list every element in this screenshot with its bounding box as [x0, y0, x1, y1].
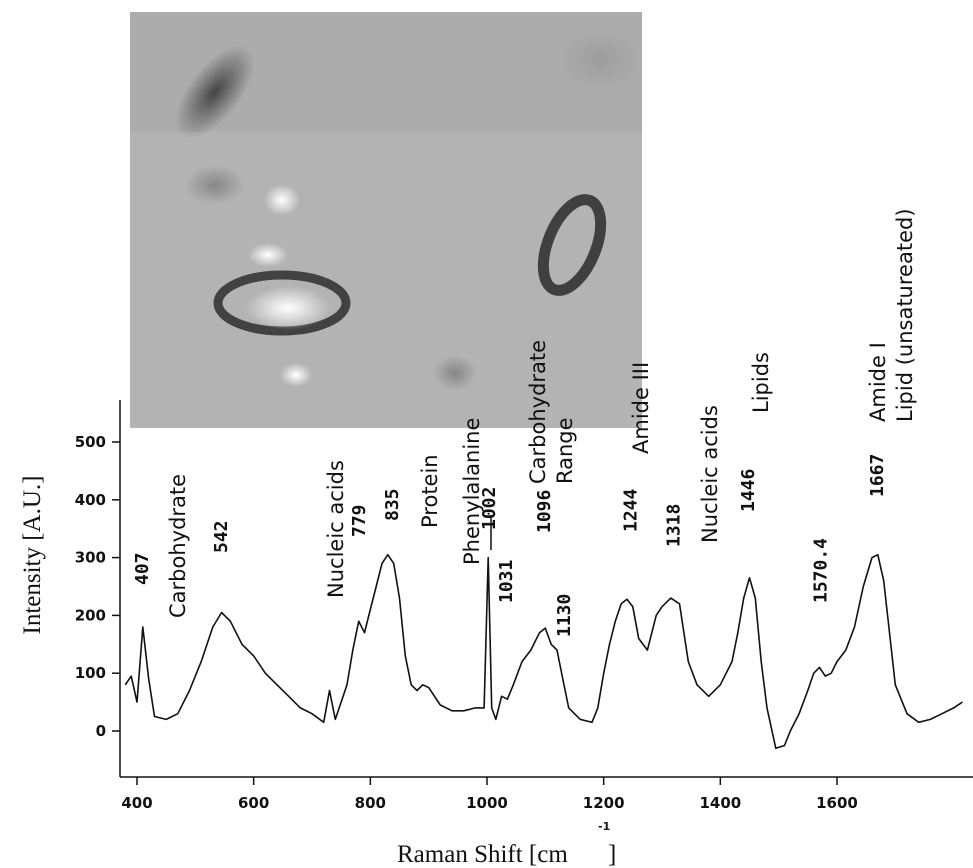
microscopy-inset-image: [130, 12, 642, 428]
peak-label-779: 779: [349, 504, 370, 537]
y-axis-label: Intensity [A.U.]: [19, 476, 46, 635]
x-tick-label: 1400: [699, 794, 741, 812]
annotation-nucleic-acids-2: Nucleic acids: [698, 405, 722, 543]
peak-label-1130: 1130: [554, 594, 575, 637]
annotations: Carbohydrate Nucleic acids Protein Pheny…: [166, 208, 917, 618]
x-tick-label: 600: [238, 794, 269, 812]
peak-label-1446: 1446: [738, 469, 759, 512]
annotation-amide-iii: Amide III: [629, 362, 653, 454]
x-tick-label: 400: [121, 794, 152, 812]
peak-labels: 407 542 779 835 1002 1031 1096 1130 1244 1318 1446…: [132, 454, 888, 637]
x-tick-label: 800: [355, 794, 386, 812]
peak-label-1667: 1667: [867, 454, 888, 497]
y-tick-label: 500: [75, 433, 106, 451]
peak-label-1031: 1031: [496, 560, 517, 603]
x-axis-label-superscript: -1: [598, 820, 610, 833]
peak-label-1318: 1318: [664, 504, 685, 547]
x-tick-label: 1600: [816, 794, 858, 812]
annotation-protein: Protein: [418, 454, 442, 528]
annotation-lipid-unsaturated: Lipid (unsatureated): [893, 208, 917, 422]
peak-label-1002: 1002: [479, 487, 500, 530]
y-tick-label: 100: [75, 664, 106, 682]
spectrum-line: [124, 553, 963, 750]
x-tick-label: 1200: [583, 794, 625, 812]
annotation-carbohydrate-1: Carbohydrate: [166, 474, 190, 618]
peak-label-1570-4: 1570.4: [811, 538, 832, 603]
x-tick-label: 1000: [466, 794, 508, 812]
annotation-nucleic-acids-1: Nucleic acids: [324, 460, 348, 598]
y-tick-label: 200: [75, 606, 106, 624]
peak-label-1244: 1244: [620, 488, 641, 532]
peak-label-407: 407: [132, 552, 153, 585]
annotation-phenylalanine: Phenylalanine: [460, 418, 484, 565]
x-axis-ticks: 400 600 800 1000 1200 1400 1600: [121, 777, 858, 812]
x-axis-label-close: ]: [608, 841, 616, 868]
y-tick-label: 400: [75, 491, 106, 509]
y-axis-ticks: 0 100 200 300 400 500: [75, 433, 120, 740]
annotation-carbohydrate-2: Carbohydrate: [526, 340, 550, 484]
peak-label-835: 835: [382, 488, 403, 521]
y-tick-label: 0: [96, 722, 106, 740]
peak-label-1096: 1096: [534, 490, 555, 533]
x-axis-label: Raman Shift [cm: [397, 841, 568, 868]
annotation-range: Range: [553, 417, 577, 484]
annotation-amide-i: Amide I: [866, 342, 890, 422]
annotation-lipids: Lipids: [749, 352, 773, 413]
y-tick-label: 300: [75, 549, 106, 567]
peak-label-542: 542: [211, 520, 232, 553]
